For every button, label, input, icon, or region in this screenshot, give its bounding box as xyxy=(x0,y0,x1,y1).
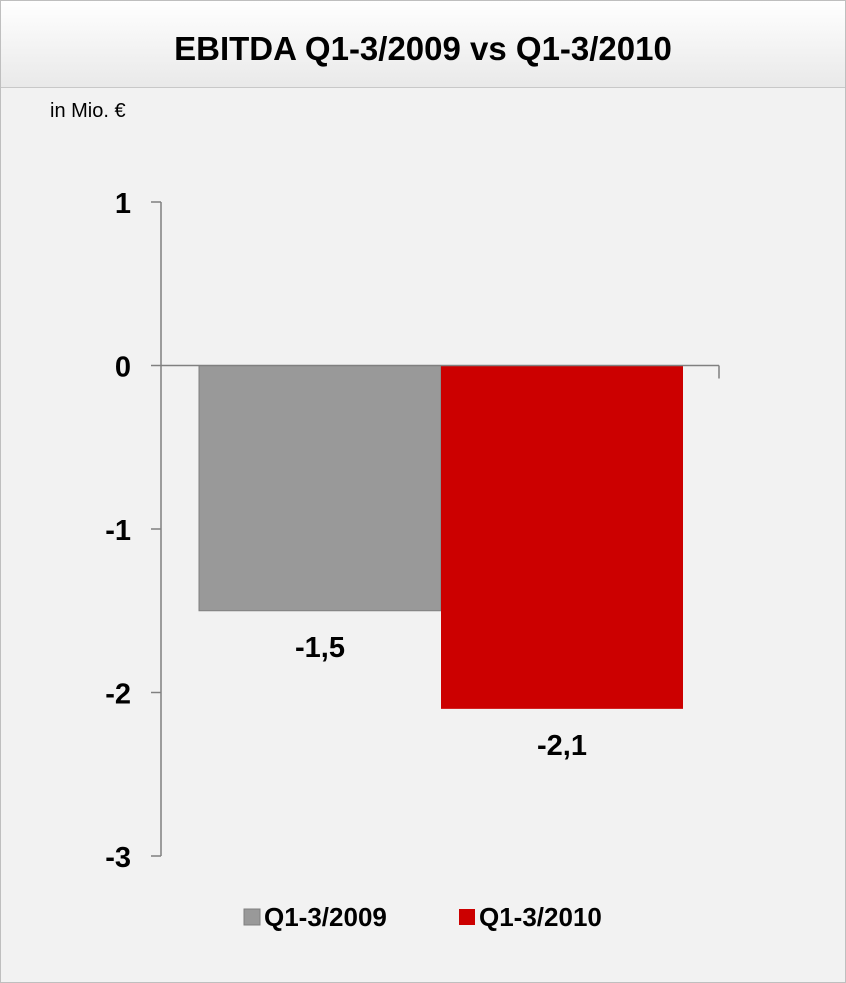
legend-label: Q1-3/2010 xyxy=(479,902,602,932)
bar-Q1-3/2009 xyxy=(198,365,442,612)
legend-swatch xyxy=(243,908,261,926)
unit-label: in Mio. € xyxy=(50,100,126,122)
y-tick-label: -2 xyxy=(105,679,131,711)
y-tick-label: 1 xyxy=(115,188,131,220)
legend-swatch xyxy=(459,909,475,925)
y-tick-label: -3 xyxy=(105,842,131,874)
data-label: -2,1 xyxy=(537,730,587,762)
y-tick-label: 0 xyxy=(115,352,131,384)
legend-label: Q1-3/2009 xyxy=(264,902,387,932)
data-label: -1,5 xyxy=(295,632,345,664)
bar-Q1-3/2010 xyxy=(441,365,683,709)
title-bar: EBITDA Q1-3/2009 vs Q1-3/2010 xyxy=(1,1,845,88)
y-tick-label: -1 xyxy=(105,515,131,547)
chart-title: EBITDA Q1-3/2009 vs Q1-3/2010 xyxy=(174,30,672,67)
